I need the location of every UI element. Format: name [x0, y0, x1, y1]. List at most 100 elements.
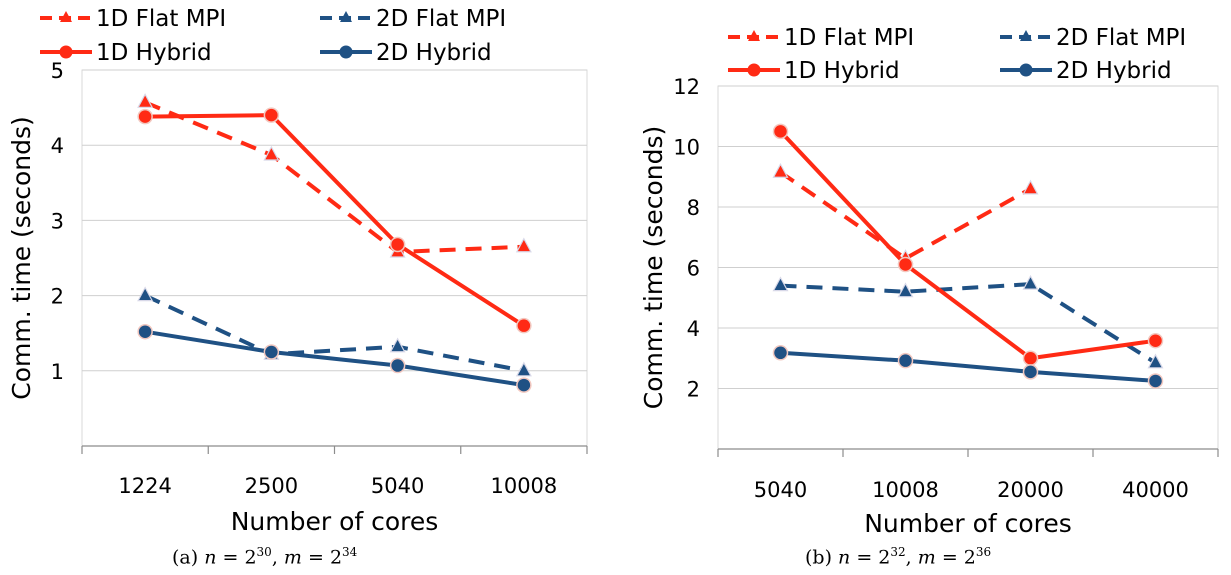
series-b-1d-flat-mpi — [772, 162, 1039, 265]
point-b-2d-flat-mpi-0 — [772, 276, 789, 292]
x-tick-label-a-0: 1224 — [118, 474, 171, 498]
caption-b: (b) n = 232, m = 236 — [805, 545, 992, 569]
point-a-2d-hybrid-2 — [389, 357, 406, 374]
series-line-b-2d-hybrid — [780, 350, 1156, 383]
point-b-2d-hybrid-3 — [1147, 373, 1164, 389]
point-b-1d-flat-mpi-0 — [772, 162, 789, 178]
legend-item-a-1d-hybrid: 1D Hybrid — [40, 40, 212, 66]
caption-a: (a) n = 230, m = 234 — [172, 545, 358, 569]
point-b-2d-flat-mpi-1 — [897, 282, 914, 298]
point-b-1d-flat-mpi-2 — [1022, 179, 1039, 195]
caption-a-prefix: (a) — [172, 546, 205, 569]
y-tick-label-b-4: 4 — [687, 317, 700, 341]
point-a-1d-flat-mpi-1 — [263, 145, 280, 161]
x-tick-label-a-1: 2500 — [245, 474, 298, 498]
y-tick-label-a-3: 3 — [51, 209, 64, 233]
point-a-1d-hybrid-1 — [263, 107, 280, 123]
point-b-1d-hybrid-3 — [1147, 332, 1164, 349]
series-a-2d-flat-mpi — [137, 286, 532, 377]
y-tick-label-a-5: 5 — [51, 59, 64, 83]
point-a-1d-hybrid-0 — [137, 108, 153, 125]
x-tick-label-b-0: 5040 — [754, 478, 807, 502]
series-b-2d-hybrid — [772, 345, 1164, 389]
y-tick-label-b-10: 10 — [673, 136, 700, 160]
point-b-2d-flat-mpi-3 — [1147, 353, 1164, 369]
point-b-2d-hybrid-2 — [1022, 364, 1039, 380]
point-b-1d-hybrid-0 — [772, 123, 789, 140]
point-a-1d-flat-mpi-0 — [137, 93, 154, 108]
series-line-b-1d-hybrid — [779, 130, 1156, 361]
chart-panel-a: 1 2 3 4 5 1224 2500 5040 10008 Number of cores Com… — [0, 0, 600, 575]
series-line-a-1d-hybrid — [145, 113, 525, 328]
point-a-2d-hybrid-0 — [137, 323, 153, 340]
x-tick-label-b-2: 20000 — [997, 478, 1064, 502]
legend-label-b-2d-flat-mpi: 2D Flat MPI — [1056, 25, 1186, 51]
point-b-1d-hybrid-2 — [1022, 350, 1039, 366]
x-tick-label-b-1: 10008 — [872, 478, 939, 502]
y-axis-title-a: Comm. time (seconds) — [7, 116, 36, 399]
x-axis-title-b: Number of cores — [864, 509, 1072, 538]
legend-item-b-1d-flat-mpi: 1D Flat MPI — [728, 25, 914, 51]
x-axis-title-a: Number of cores — [231, 507, 439, 536]
y-axis-title-b: Comm. time (seconds) — [639, 126, 668, 409]
point-a-2d-flat-mpi-2 — [389, 337, 406, 353]
point-a-2d-flat-mpi-0 — [137, 286, 154, 302]
y-tick-label-b-2: 2 — [687, 378, 700, 402]
caption-b-m-exponent: 36 — [975, 545, 992, 559]
legend-item-b-2d-flat-mpi: 2D Flat MPI — [1000, 25, 1186, 51]
legend-marker-a-1d-flat-mpi — [60, 11, 72, 22]
point-a-2d-flat-mpi-3 — [515, 361, 532, 377]
legend-label-a-2d-flat-mpi: 2D Flat MPI — [376, 6, 506, 32]
legend-item-b-2d-hybrid: 2D Hybrid — [1000, 58, 1172, 84]
caption-b-prefix: (b) — [805, 546, 839, 569]
legend-label-a-2d-hybrid: 2D Hybrid — [376, 40, 492, 66]
chart-b-svg: 2 4 6 8 10 12 5040 10008 20000 40000 Number of cor… — [639, 25, 1219, 538]
legend-marker-b-2d-hybrid — [1019, 63, 1033, 77]
series-a-1d-hybrid — [137, 107, 532, 334]
y-tick-label-b-12: 12 — [673, 75, 700, 99]
point-b-2d-hybrid-1 — [897, 352, 914, 369]
caption-b-n-exponent: 32 — [890, 545, 906, 559]
legend-item-a-1d-flat-mpi: 1D Flat MPI — [40, 6, 226, 32]
legend-label-a-1d-hybrid: 1D Hybrid — [96, 40, 212, 66]
legend-label-b-2d-hybrid: 2D Hybrid — [1056, 58, 1172, 84]
legend-marker-a-1d-hybrid — [59, 45, 73, 59]
caption-a-n-exponent: 30 — [256, 545, 272, 559]
chart-a-svg: 1 2 3 4 5 1224 2500 5040 10008 Number of cores Com… — [7, 6, 588, 536]
series-a-1d-flat-mpi — [137, 93, 532, 258]
y-tick-label-a-4: 4 — [51, 134, 64, 158]
plot-area-a — [81, 69, 588, 447]
point-a-1d-hybrid-2 — [389, 236, 406, 253]
series-b-2d-flat-mpi — [772, 274, 1164, 369]
point-a-2d-hybrid-3 — [516, 377, 532, 393]
caption-a-m-exponent: 34 — [342, 545, 358, 559]
y-tick-label-a-1: 1 — [51, 360, 64, 384]
legend-item-a-2d-flat-mpi: 2D Flat MPI — [320, 6, 506, 32]
legend-label-b-1d-hybrid: 1D Hybrid — [784, 58, 900, 84]
y-tick-label-a-2: 2 — [51, 285, 64, 309]
legend-item-b-1d-hybrid: 1D Hybrid — [728, 58, 900, 84]
point-a-1d-hybrid-3 — [516, 317, 532, 334]
legend-label-b-1d-flat-mpi: 1D Flat MPI — [784, 25, 914, 51]
x-tick-label-b-3: 40000 — [1122, 478, 1189, 502]
chart-panel-b: 2 4 6 8 10 12 5040 10008 20000 40000 Number of cor… — [620, 0, 1231, 575]
point-a-2d-hybrid-1 — [263, 344, 280, 360]
legend-marker-b-1d-flat-mpi — [748, 30, 760, 41]
legend-marker-a-2d-hybrid — [339, 45, 353, 59]
series-line-b-2d-flat-mpi — [780, 282, 1157, 365]
point-b-2d-flat-mpi-2 — [1022, 274, 1039, 290]
y-tick-label-b-8: 8 — [687, 196, 700, 220]
legend-item-a-2d-hybrid: 2D Hybrid — [320, 40, 492, 66]
x-tick-label-a-2: 5040 — [371, 474, 424, 498]
series-line-b-1d-flat-mpi — [779, 170, 1032, 261]
legend-marker-a-2d-flat-mpi — [340, 11, 352, 22]
x-tick-label-a-3: 10008 — [490, 474, 557, 498]
legend-marker-b-1d-hybrid — [747, 63, 761, 77]
point-b-2d-hybrid-0 — [772, 345, 789, 361]
series-line-a-1d-flat-mpi — [144, 100, 524, 254]
series-a-2d-hybrid — [137, 323, 532, 393]
point-b-1d-hybrid-1 — [897, 256, 914, 273]
legend-label-a-1d-flat-mpi: 1D Flat MPI — [96, 6, 226, 32]
point-a-1d-flat-mpi-3 — [515, 237, 532, 253]
legend-marker-b-2d-flat-mpi — [1020, 30, 1032, 41]
